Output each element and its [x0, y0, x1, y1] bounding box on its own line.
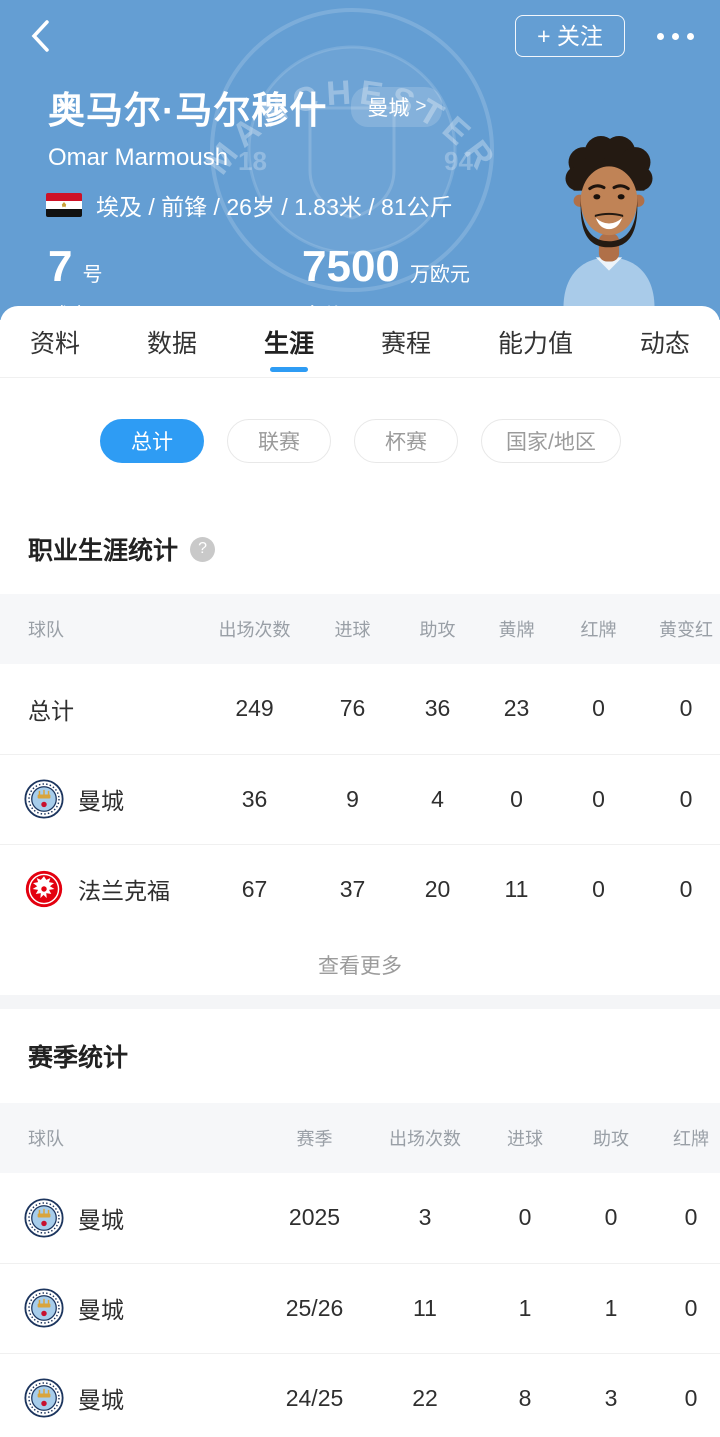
career-stats-section: 职业生涯统计 ? 球队 出场次数 进球 助攻 黄牌 红牌 黄变红: [0, 504, 720, 995]
filter-national[interactable]: 国家/地区: [481, 419, 621, 463]
season-stats-section: 赛季统计 球队 赛季 出场次数 进球 助攻 红牌: [0, 1009, 720, 1437]
mancity-crest-icon: [24, 1378, 64, 1418]
player-photo: [563, 136, 655, 308]
player-info-line: 埃及 / 前锋 / 26岁 / 1.83米 / 81公斤: [0, 172, 720, 222]
club-name: 曼城: [367, 97, 410, 120]
tab-bar: 资料 数据 生涯 赛程 能力值 动态: [0, 306, 720, 378]
filter-pills: 总计 联赛 杯赛 国家/地区: [0, 378, 720, 504]
filter-total[interactable]: 总计: [100, 419, 204, 463]
jersey-number-unit: 号: [82, 264, 103, 286]
section-divider: [0, 995, 720, 1009]
filter-league[interactable]: 联赛: [227, 419, 331, 463]
career-section-title: 职业生涯统计: [28, 537, 179, 565]
topbar: + 关注: [0, 0, 720, 58]
back-icon[interactable]: [26, 16, 56, 56]
season-section-title: 赛季统计: [28, 1044, 129, 1072]
view-more-button[interactable]: 查看更多: [318, 954, 402, 978]
season-stats-table: 球队 赛季 出场次数 进球 助攻 红牌: [0, 1103, 720, 1437]
player-bio-text: 埃及 / 前锋 / 26岁 / 1.83米 / 81公斤: [96, 194, 453, 220]
market-value: 7500: [302, 242, 400, 291]
season-header-row: 球队 赛季 出场次数 进球 助攻 红牌: [0, 1103, 720, 1173]
tab-schedule[interactable]: 赛程: [380, 329, 431, 358]
filter-cup[interactable]: 杯赛: [354, 419, 458, 463]
tab-profile[interactable]: 资料: [30, 329, 81, 358]
tab-data[interactable]: 数据: [146, 329, 197, 358]
career-header-row: 球队 出场次数 进球 助攻 黄牌 红牌 黄变红: [0, 594, 720, 664]
more-icon[interactable]: [657, 27, 694, 46]
egypt-flag-icon: [46, 193, 82, 217]
follow-button[interactable]: + 关注: [515, 15, 625, 57]
frankfurt-crest-icon: [25, 871, 63, 908]
mancity-crest-icon: [24, 779, 64, 819]
content-card: 资料 数据 生涯 赛程 能力值 动态 总计 联赛 杯赛 国家/地区 职业生涯统计…: [0, 306, 720, 1437]
mancity-crest-icon: [24, 1198, 64, 1238]
tab-news[interactable]: 动态: [639, 329, 690, 358]
mancity-crest-icon: [24, 1288, 64, 1328]
jersey-number: 7: [48, 242, 73, 291]
tab-rating[interactable]: 能力值: [497, 329, 573, 358]
player-name-en: Omar Marmoush: [48, 144, 229, 171]
tab-career[interactable]: 生涯: [264, 306, 314, 378]
chevron-right-icon: >: [415, 96, 427, 117]
club-link[interactable]: 曼城 >: [351, 87, 443, 127]
market-value-block: 7500 万欧元 身价 ▶: [302, 242, 556, 320]
help-icon[interactable]: ?: [190, 536, 216, 562]
player-header: MANCHESTER 18 94 + 关注 奥马尔·马尔穆什 曼城 > Oma: [0, 0, 720, 320]
player-name-cn: 奥马尔·马尔穆什: [48, 90, 328, 131]
market-value-unit: 万欧元: [409, 264, 470, 286]
